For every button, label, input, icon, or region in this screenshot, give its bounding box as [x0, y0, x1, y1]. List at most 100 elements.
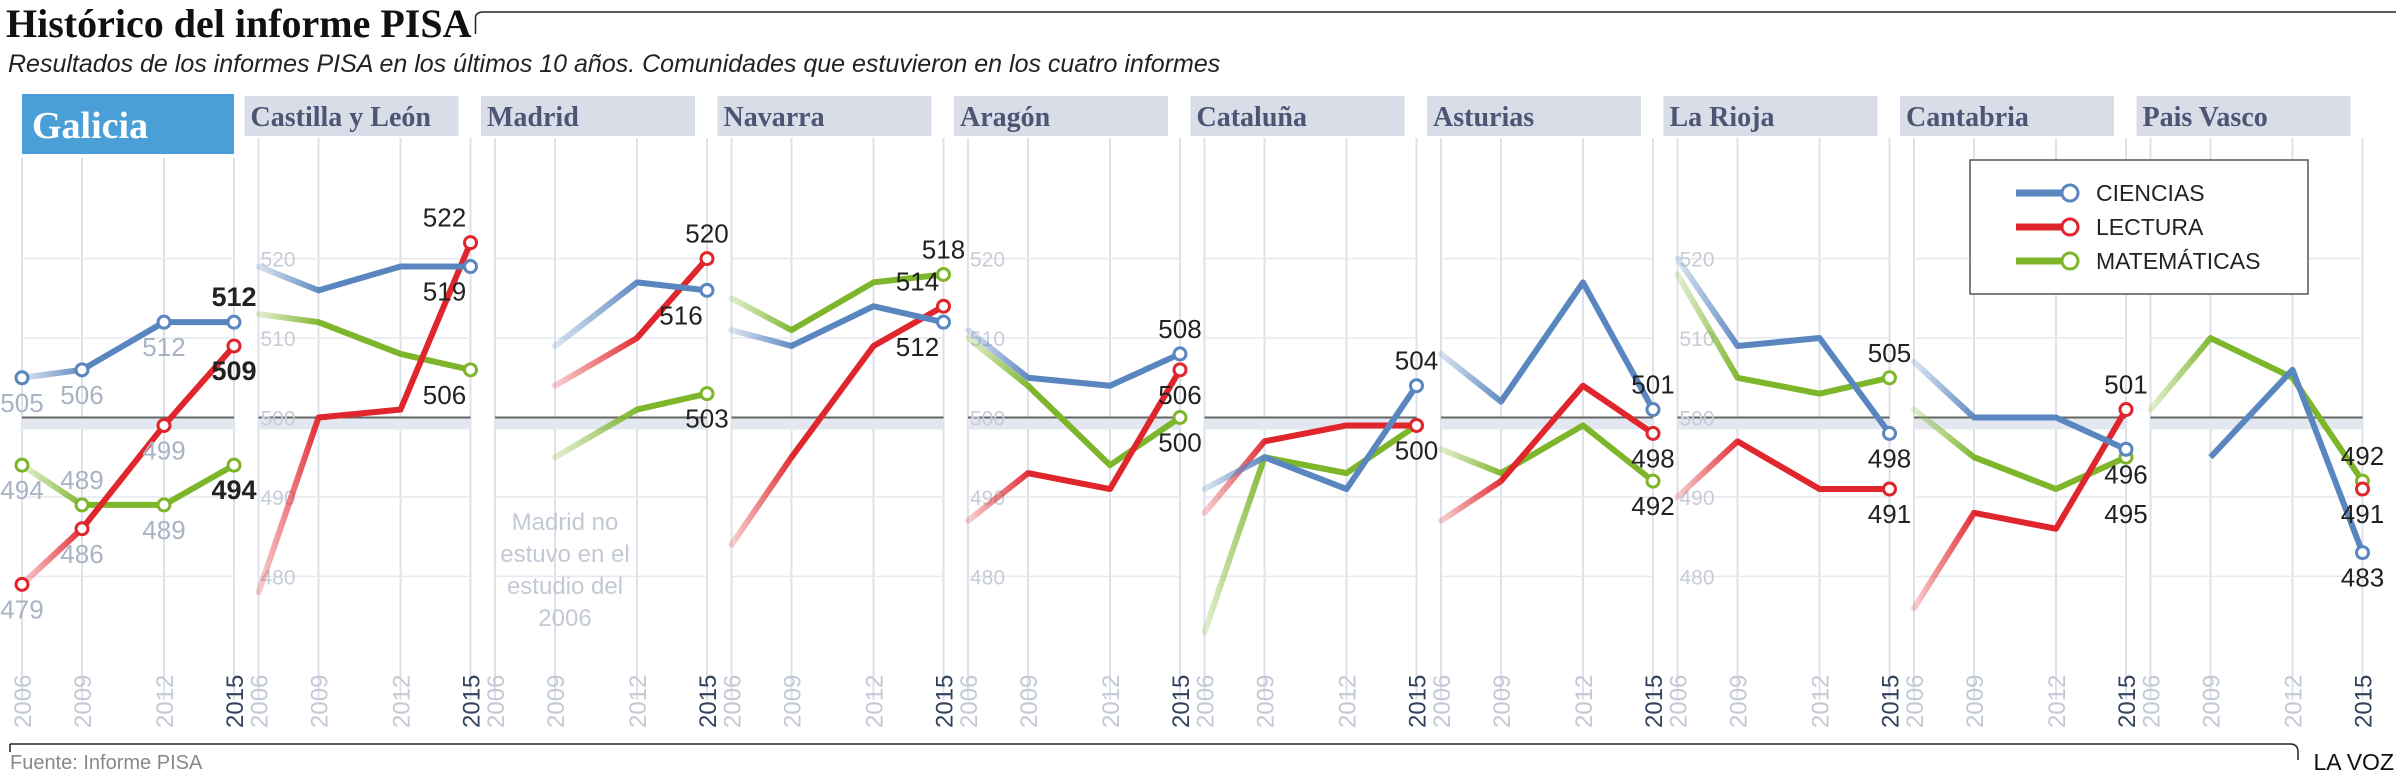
y-tick-label: 500: [970, 408, 1005, 431]
series-line-matematicas: [636, 390, 708, 413]
series-line-matematicas: [1972, 454, 2128, 493]
data-point-ciencias: [156, 314, 172, 330]
x-tick-label: 2009: [70, 675, 97, 728]
data-point-lectura: [1172, 362, 1188, 378]
data-label: 483: [2341, 563, 2384, 593]
y-tick-label: 480: [970, 566, 1005, 589]
series-segment-ciencias: [1201, 454, 1268, 493]
x-tick-label: 2006: [1666, 675, 1693, 728]
series-segment-lectura: [1438, 478, 1504, 524]
series-line-ciencias: [1498, 279, 1656, 412]
data-label: 506: [1158, 380, 1201, 410]
legend-label-matematicas: MATEMÁTICAS: [2096, 248, 2260, 274]
series-line-lectura: [789, 303, 945, 460]
panel-title: Castilla y León: [251, 102, 432, 133]
data-point-lectura: [699, 251, 715, 267]
data-point-lectura: [2355, 481, 2370, 497]
reference-band: [22, 417, 234, 430]
data-point-matematicas: [14, 457, 30, 473]
data-point-lectura: [14, 576, 30, 592]
x-tick-label: 2006: [1902, 675, 1929, 728]
data-label: 516: [659, 300, 702, 330]
data-point-lectura: [74, 521, 90, 537]
data-point-ciencias: [463, 259, 478, 275]
y-tick-label: 510: [1680, 328, 1715, 351]
data-label: 505: [1868, 338, 1911, 368]
series-segment-ciencias: [19, 366, 85, 381]
data-label: 505: [0, 388, 43, 418]
data-label: 492: [2341, 441, 2384, 471]
panel-title: Asturias: [1433, 102, 1534, 133]
panel-cataluna: Cataluña 2006 2009 2012 2015 504 500: [1190, 96, 1438, 728]
panel-cantabria: Cantabria 2006 2009 2012 2015 501 496 495: [1900, 96, 2148, 728]
y-tick-label: 500: [261, 408, 296, 431]
data-point-lectura: [1882, 481, 1897, 497]
series-segment-matematicas: [965, 335, 1031, 389]
data-point-matematicas: [74, 497, 90, 513]
data-label: 522: [423, 203, 466, 233]
panel-header-bg: [1663, 96, 1878, 136]
series-line-ciencias: [636, 279, 708, 294]
series-line-lectura: [1498, 382, 1655, 484]
x-tick-label: 2006: [2139, 675, 2166, 728]
x-tick-label: 2009: [1726, 675, 1753, 728]
data-label: 501: [1631, 370, 1674, 400]
panel-header-bg: [22, 94, 234, 154]
x-tick-label: 2009: [1016, 675, 1043, 728]
y-tick-label: 520: [970, 249, 1005, 272]
data-point-matematicas: [1172, 410, 1188, 425]
data-point-lectura: [1409, 417, 1424, 433]
panel-title: Navarra: [724, 102, 825, 133]
x-tick-label: 2006: [1193, 675, 1220, 728]
data-label: 506: [60, 380, 103, 410]
panel-note: 2006: [538, 605, 591, 632]
data-point-matematicas: [156, 497, 172, 513]
y-tick-label: 480: [261, 566, 296, 589]
series-segment-matematicas: [728, 295, 795, 334]
series-segment-matematicas: [19, 462, 85, 508]
series-segment-lectura: [1674, 438, 1741, 500]
data-label: 506: [423, 380, 466, 410]
legend-marker-lectura: [2060, 217, 2080, 237]
brand-label: LA VOZ: [2313, 749, 2394, 775]
series-segment-lectura: [1201, 438, 1268, 516]
data-label: 519: [423, 277, 466, 307]
panel-asturias: Asturias 2006 2009 2012 2015 501 498 492: [1427, 96, 1675, 728]
data-point-matematicas: [699, 386, 715, 402]
data-label: 489: [142, 515, 185, 545]
x-tick-label: 2009: [780, 675, 807, 728]
data-label: 489: [60, 465, 103, 495]
series-line-ciencias: [317, 263, 471, 294]
panel-title: Cantabria: [1906, 102, 2029, 133]
data-label: 500: [1395, 435, 1438, 465]
data-label: 514: [896, 266, 939, 296]
panel-pais-vasco: Pais Vasco 2006 2009 2012 2015 492 491 483: [2136, 96, 2384, 728]
data-point-matematicas: [1645, 473, 1661, 489]
data-point-ciencias: [1882, 425, 1897, 441]
x-tick-label: 2015: [932, 675, 959, 728]
data-point-ciencias: [2118, 441, 2134, 457]
panel-title: Cataluña: [1197, 102, 1307, 133]
series-line-ciencias: [1263, 384, 1419, 493]
x-tick-label: 2012: [1571, 675, 1598, 728]
series-segment-ciencias: [1674, 255, 1741, 349]
series-line-ciencias: [1974, 414, 2128, 453]
series-line-matematicas: [1025, 383, 1182, 469]
data-point-lectura: [226, 338, 242, 354]
x-tick-label: 2009: [2199, 675, 2226, 728]
x-tick-label: 2012: [625, 675, 652, 728]
y-tick-label: 490: [970, 487, 1005, 510]
title-rule: [474, 11, 2396, 34]
x-tick-label: 2006: [1429, 675, 1456, 728]
panel-title: Madrid: [487, 102, 579, 133]
panel-header-bg: [2136, 96, 2351, 136]
data-label: 486: [60, 539, 103, 569]
panel-la-rioja: La Rioja 480 490 500 510 520 2006 2009 2012 2015 5…: [1663, 96, 1911, 728]
data-label: 498: [1631, 443, 1674, 473]
panel-title: Galicia: [32, 105, 148, 147]
series-line-lectura: [318, 241, 474, 421]
series-line-matematicas: [789, 271, 944, 333]
data-point-ciencias: [1409, 378, 1424, 394]
